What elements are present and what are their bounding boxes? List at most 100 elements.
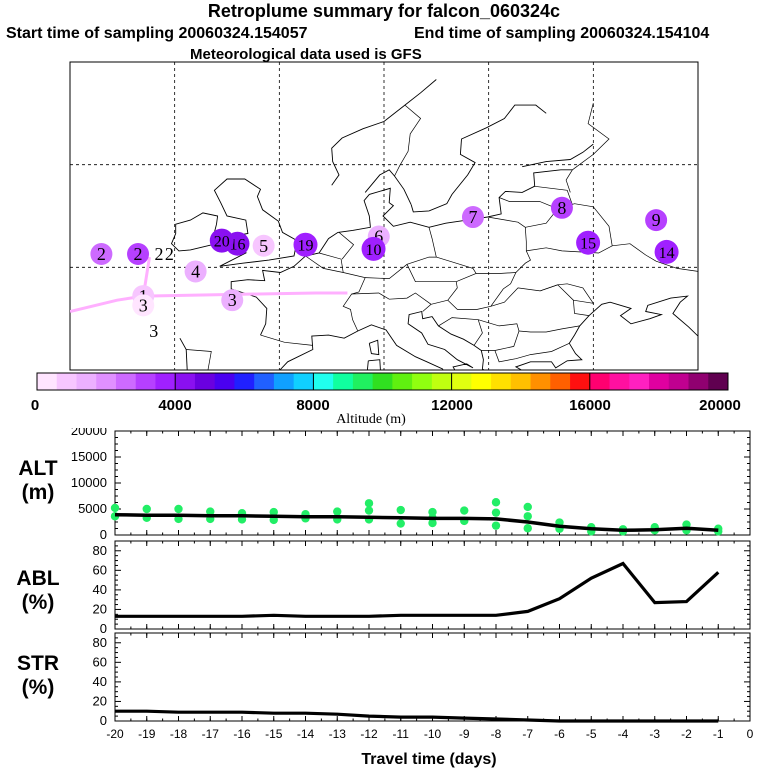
plume-marker-circle: [461, 206, 484, 229]
plume-marker-circle: [361, 236, 386, 261]
coastline-segment: [368, 339, 380, 356]
coastline-segment: [179, 295, 698, 370]
plume-marker-circle: [293, 232, 318, 257]
colorbar-swatch: [570, 373, 591, 390]
plume-marker-label: 15: [580, 236, 596, 253]
colorbar-tick-12000: 12000: [431, 397, 473, 414]
colorbar-swatch: [471, 373, 492, 390]
alt-point: [110, 503, 120, 513]
plume-marker-label: 7: [468, 207, 477, 227]
colorbar-tick-8000: 8000: [296, 397, 329, 414]
chart-title: Retroplume summary for falcon_060324c: [207, 1, 561, 21]
plume-marker-14: 10: [361, 236, 386, 261]
str-ylabel-unit: (%): [22, 676, 55, 699]
alt-point: [269, 507, 278, 517]
coastlines: [170, 79, 698, 370]
colorbar-swatch: [234, 373, 255, 390]
colorbar-xlabel: Altitude (m): [336, 412, 406, 427]
x-tick-label: -8: [491, 727, 502, 741]
map-gridlines: [70, 62, 698, 370]
colorbar-swatch: [629, 373, 650, 390]
x-tick-label: -11: [393, 727, 410, 741]
x-tick-label: -6: [554, 727, 565, 741]
x-tick-label: -10: [424, 727, 442, 741]
plume-marker-label: 3: [149, 321, 158, 341]
end-time-label: End time of sampling 20060324.154104: [414, 25, 710, 42]
x-tick-label: -12: [360, 727, 378, 741]
x-tick-label: -5: [586, 727, 597, 741]
alt-point: [333, 507, 342, 516]
colorbar-swatch: [668, 373, 689, 390]
y-tick-label: 60: [93, 654, 107, 669]
y-tick-label: 0: [100, 621, 107, 636]
alt-point: [491, 508, 501, 517]
plume-marker-8: 4: [184, 260, 207, 283]
x-tick-label: -16: [233, 727, 251, 741]
coastline-segment: [230, 169, 573, 336]
plume-marker-label: 10: [366, 242, 382, 259]
plume-marker-label: 8: [557, 198, 566, 218]
x-tick-label: -7: [522, 727, 533, 741]
coastline-segment: [170, 212, 219, 252]
plume-marker-6: 3: [132, 294, 155, 317]
country-border: [406, 256, 477, 283]
alt-point: [142, 504, 151, 514]
colorbar-swatch: [589, 373, 610, 390]
alt-point: [491, 521, 501, 530]
colorbar-swatch: [708, 373, 729, 390]
alt-ylabel: ALT: [18, 457, 57, 480]
alt-ylabel-unit: (m): [22, 481, 55, 504]
altitude-colorbar: [36, 372, 729, 391]
plume-marker-circle: [221, 289, 244, 312]
plume-marker-circle: [209, 228, 234, 253]
country-border: [565, 169, 573, 193]
colorbar-tick-20000: 20000: [699, 397, 741, 414]
colorbar-swatch: [96, 373, 117, 390]
colorbar-swatch: [609, 373, 630, 390]
alt-point: [396, 505, 405, 515]
x-tick-label: -1: [713, 727, 724, 741]
plume-marker-circle: [550, 196, 573, 219]
travel-time-xlabel: Travel time (days): [361, 751, 496, 768]
str-line: [115, 709, 719, 723]
country-border: [572, 103, 610, 171]
coastline-segment: [364, 169, 412, 205]
plume-marker-label: 3: [139, 295, 148, 315]
met-data-label: Meteorological data used is GFS: [190, 46, 422, 63]
country-border: [539, 283, 595, 304]
x-tick-label: -19: [138, 727, 156, 741]
colorbar-swatch: [254, 373, 275, 390]
alt-point: [523, 524, 532, 533]
plume-marker-16: 15: [576, 230, 601, 255]
plume-marker-label: 6: [374, 227, 383, 247]
colorbar-swatch: [550, 373, 571, 390]
alt-point: [364, 499, 374, 508]
plume-marker-19: 20: [209, 228, 234, 253]
y-tick-label: 10000: [71, 475, 107, 490]
plume-marker-label: 4: [191, 261, 200, 281]
y-tick-label: 20: [93, 693, 107, 708]
colorbar-swatch: [431, 373, 452, 390]
coastline-segment: [410, 104, 547, 213]
country-border: [487, 216, 531, 273]
colorbar-swatch: [333, 373, 354, 390]
abl-ylabel-unit: (%): [22, 591, 55, 614]
colorbar-swatch: [115, 373, 137, 390]
plume-marker-circle: [645, 209, 668, 232]
colorbar-swatch: [214, 373, 235, 390]
coastline-segment: [331, 79, 437, 186]
country-border: [186, 349, 212, 370]
plume-marker-9: 5: [252, 234, 275, 257]
plume-marker-circle: [132, 294, 155, 317]
country-border: [494, 342, 570, 363]
plume-marker-4: 2: [165, 244, 174, 264]
alt-point: [428, 518, 437, 528]
plume-marker-circle: [184, 260, 207, 283]
x-tick-label: -14: [297, 727, 315, 741]
country-border: [260, 334, 313, 346]
plume-marker-2: 2: [90, 242, 113, 265]
plume-marker-label: 2: [154, 244, 163, 264]
colorbar-tick-4000: 4000: [158, 397, 191, 414]
colorbar-swatch: [688, 373, 709, 390]
